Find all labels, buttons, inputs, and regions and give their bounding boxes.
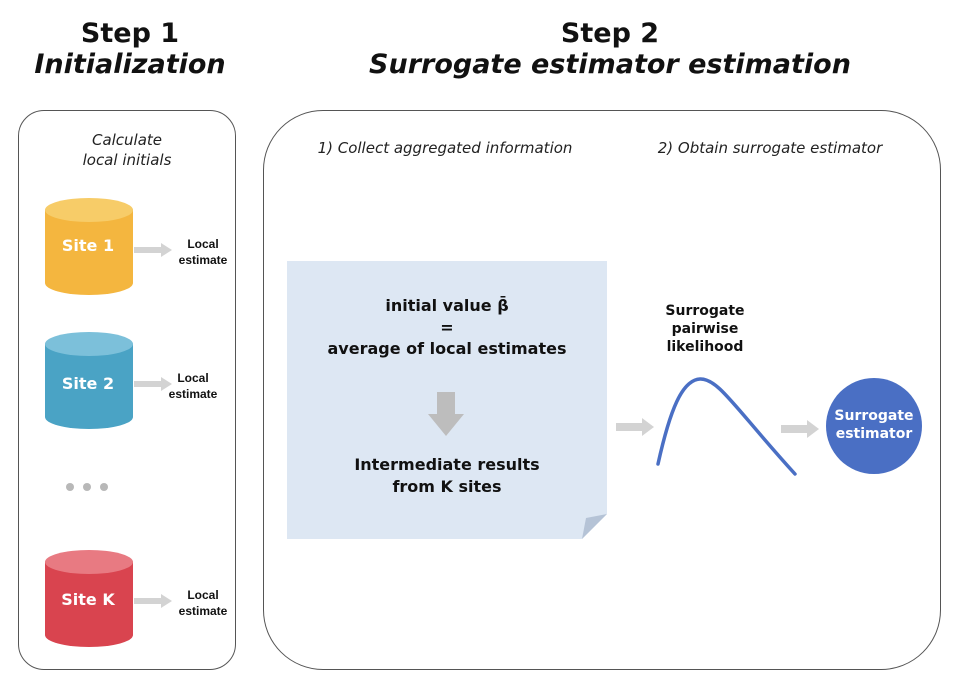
step1-section-label-line2: local initials [82,151,172,170]
site-2-database-icon [45,332,133,429]
curve-label-line3: likelihood [666,339,744,356]
site-k-arrow-icon [134,594,172,608]
note-to-curve-arrow-icon [616,418,654,436]
site-2: Site 2 [44,331,134,431]
site-k: Site K [44,549,134,649]
site-1-arrow-icon [134,243,172,257]
likelihood-curve-icon [656,377,797,476]
surrogate-estimator-line2: estimator [835,426,913,443]
site-2-output-line1: Local [177,371,209,385]
step1-heading: Step 1 Initialization [20,18,240,80]
site-2-cylinder-body [45,344,133,429]
step2-heading: Step 2 Surrogate estimator estimation [290,18,930,80]
curve-label: Surrogate pairwise likelihood [640,302,770,357]
site-1-output-line2: estimate [178,253,228,268]
site-1-label: Site 1 [61,236,115,255]
surrogate-estimator-label: Surrogate estimator [824,407,924,443]
curve-to-result-arrow-icon [781,420,819,438]
site-k-cylinder-top [45,550,133,574]
site-2-cylinder-top [45,332,133,356]
down-arrow-icon [428,392,464,436]
site-k-output-line1: Local [187,588,219,602]
step1-section-label-line1: Calculate [91,131,163,149]
part2-label: 2) Obtain surrogate estimator [657,139,883,157]
site-2-output: Local estimate [158,370,228,402]
note-line-equals: = [440,317,454,337]
step2-subtitle: Surrogate estimator estimation [369,49,851,81]
site-2-output-line2: estimate [168,387,218,402]
site-1-cylinder-body [45,210,133,295]
ellipsis-dot [100,483,108,491]
site-k-label: Site K [61,590,115,609]
step2-title: Step 2 [560,18,660,49]
step1-title: Step 1 [80,18,180,49]
surrogate-estimator-circle-icon [826,378,922,474]
curve-label-line1: Surrogate [665,303,745,319]
site-1-output: Local estimate [168,236,238,268]
ellipsis-dot [83,483,91,491]
site-1: Site 1 [44,197,134,297]
note-intermediate: Intermediate results from K sites [287,454,607,497]
ellipsis-dot [66,483,74,491]
site-2-label: Site 2 [61,374,115,393]
step1-subtitle: Initialization [34,49,226,81]
site-k-cylinder-body [45,562,133,647]
site-1-cylinder-top [45,198,133,222]
surrogate-estimator-line1: Surrogate [834,408,914,424]
site-2-arrow-icon [134,377,172,391]
note-formula: initial value β̄ = average of local esti… [287,295,607,360]
note-line-intermediate: Intermediate results [354,455,540,474]
note-line-from-k-sites: from K sites [392,476,502,496]
site-k-output-line2: estimate [178,604,228,619]
site-k-database-icon [45,550,133,647]
note-line-average: average of local estimates [327,339,567,359]
step1-section-label: Calculate local initials [18,130,236,171]
likelihood-curve [656,377,797,476]
site-1-database-icon [45,198,133,295]
site-k-output: Local estimate [168,587,238,619]
note-line-initial-value: initial value β̄ [385,296,509,315]
sticky-note-fold [582,514,607,539]
curve-label-line2: pairwise [671,321,739,338]
surrogate-estimator-circle [826,378,922,474]
site-1-output-line1: Local [187,237,219,251]
ellipsis [64,482,114,492]
part1-label: 1) Collect aggregated information [317,139,573,157]
